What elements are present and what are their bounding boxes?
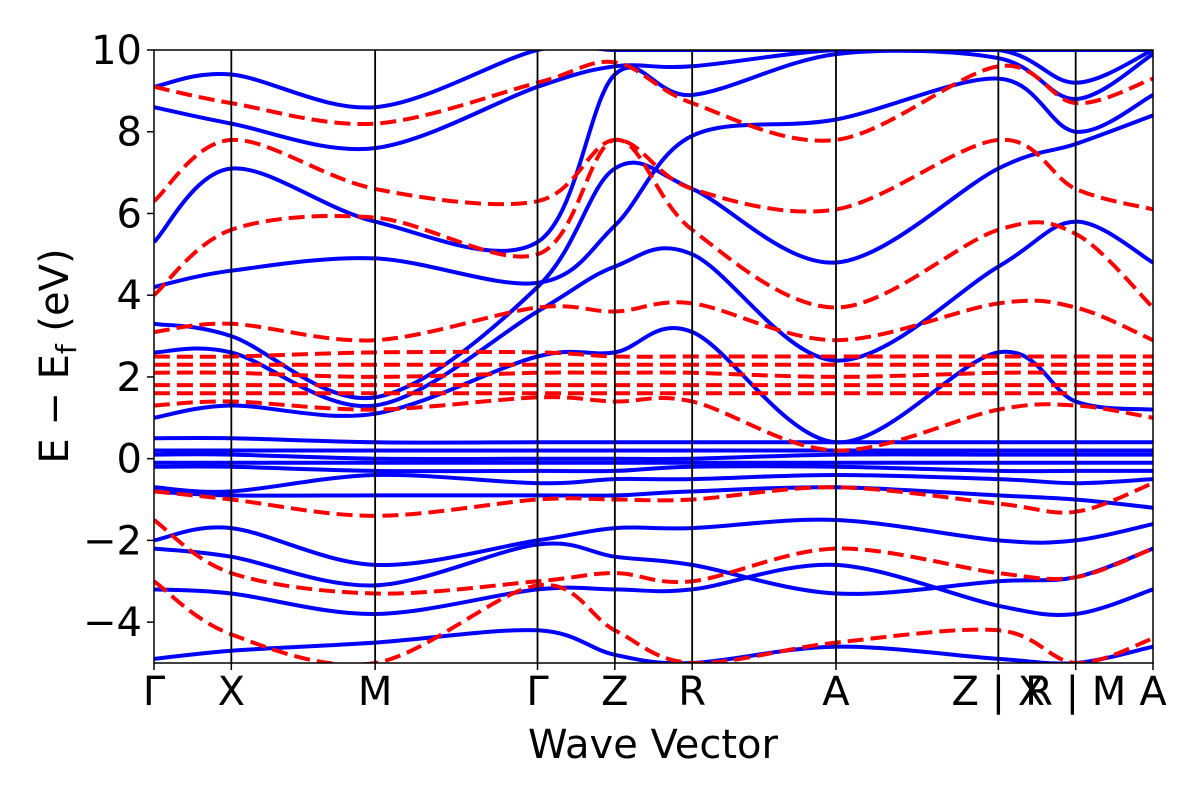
x-tick-label: M: [358, 669, 393, 715]
dashed-band-12: [154, 137, 1153, 214]
dashed-band-4: [154, 395, 1153, 453]
solid-band-4: [154, 517, 1153, 568]
x-tick-label: R | M: [1025, 669, 1126, 715]
solid-band-7: [154, 464, 1153, 474]
solid-band-13: [154, 219, 1153, 409]
solid-band-1: [154, 628, 1153, 663]
y-axis-label-subscript: f: [50, 343, 83, 354]
solid-band-5: [154, 485, 1153, 510]
y-tick-label: 4: [117, 273, 142, 319]
y-axis-ticks: −4 −2 0 2 4 6 8 10: [83, 28, 154, 646]
solid-band-9: [154, 452, 1153, 461]
x-tick-label: X: [218, 669, 245, 715]
dashed-band-10: [154, 298, 1153, 343]
dashed-band-7: [154, 370, 1153, 379]
y-axis-label: E − Ef (eV): [32, 248, 83, 463]
dashed-band-3: [154, 481, 1153, 518]
high-symmetry-lines: [230, 50, 1077, 663]
x-tick-label: Z | X: [951, 669, 1045, 715]
dashed-band-9: [154, 349, 1153, 359]
x-tick-label: R: [678, 669, 706, 715]
y-tick-label: 6: [117, 191, 142, 237]
x-tick-label: Γ: [526, 669, 549, 715]
y-tick-label: −2: [83, 518, 142, 564]
y-axis-label-main: E − E: [32, 354, 78, 464]
y-tick-label: 2: [117, 355, 142, 401]
dashed-band-1: [154, 579, 1153, 663]
solid-band-17: [154, 50, 1153, 151]
y-tick-label: −4: [83, 600, 142, 646]
solid-band-15: [154, 76, 1153, 289]
solid-band-series: [154, 50, 1153, 663]
x-tick-label: A: [822, 669, 850, 715]
bands-layer: [154, 50, 1153, 663]
solid-band-2: [154, 562, 1153, 617]
y-tick-label: 8: [117, 110, 142, 156]
x-axis-ticks: Γ X M Γ Z R A Z | XR | M A: [143, 663, 1167, 715]
x-tick-label: Z: [601, 669, 628, 715]
dashed-band-13: [154, 59, 1153, 143]
y-axis-label-unit: (eV): [32, 248, 78, 344]
x-tick-label: A: [1139, 669, 1167, 715]
solid-band-6: [154, 472, 1153, 494]
solid-band-11: [154, 435, 1153, 445]
solid-band-12: [154, 325, 1153, 445]
x-tick-label: Γ: [143, 669, 166, 715]
x-axis-label: Wave Vector: [528, 722, 779, 768]
solid-band-14: [154, 113, 1153, 401]
dashed-band-2: [154, 518, 1153, 596]
y-tick-label: 0: [117, 437, 142, 483]
plot-frame: [153, 49, 1154, 664]
dashed-band-series: [154, 59, 1153, 663]
solid-band-3: [154, 541, 1153, 596]
y-tick-label: 10: [91, 28, 142, 74]
